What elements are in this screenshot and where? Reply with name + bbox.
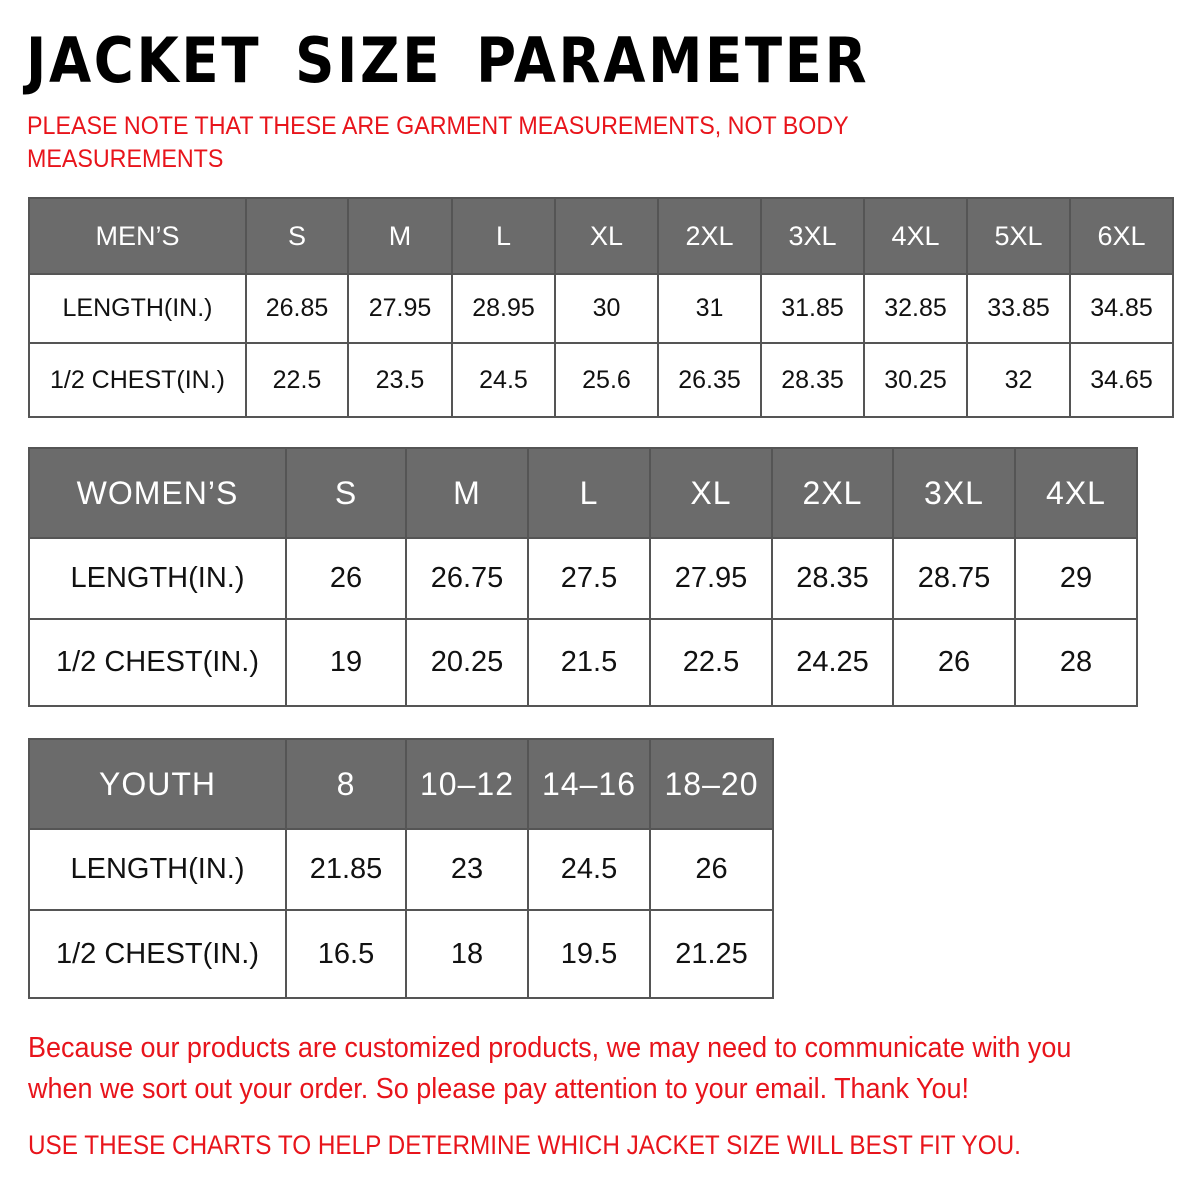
table-cell: 28 — [1014, 618, 1138, 707]
table-cell: 24.25 — [771, 618, 894, 707]
table-cell: 26 — [285, 537, 407, 620]
table-cell: 27.5 — [527, 537, 651, 620]
size-header: M — [347, 197, 453, 275]
size-header: 2XL — [771, 447, 894, 539]
table-cell: 22.5 — [649, 618, 773, 707]
row-label: 1/2 CHEST(IN.) — [28, 909, 287, 999]
size-header: M — [405, 447, 529, 539]
table-cell: 28.35 — [771, 537, 894, 620]
table-cell: 21.5 — [527, 618, 651, 707]
table-cell: 32.85 — [863, 273, 968, 344]
table-row: LENGTH(IN.) 26.85 27.95 28.95 30 31 31.85 32.85… — [28, 273, 1174, 344]
size-header: S — [245, 197, 349, 275]
size-header: 10–12 — [405, 738, 529, 830]
table-row: LENGTH(IN.) 26 26.75 27.5 27.95 28.35 28.75 29 — [28, 537, 1138, 620]
table-cell: 34.85 — [1069, 273, 1174, 344]
size-header: 3XL — [892, 447, 1016, 539]
row-label: LENGTH(IN.) — [28, 828, 287, 911]
size-header: 3XL — [760, 197, 865, 275]
size-header: L — [451, 197, 556, 275]
table-cell: 29 — [1014, 537, 1138, 620]
table-cell: 27.95 — [347, 273, 453, 344]
table-row: LENGTH(IN.) 21.85 23 24.5 26 — [28, 828, 774, 911]
size-header: XL — [649, 447, 773, 539]
table-cell: 28.95 — [451, 273, 556, 344]
table-cell: 21.25 — [649, 909, 774, 999]
customization-note: Because our products are customized prod… — [28, 1032, 1072, 1105]
table-cell: 23 — [405, 828, 529, 911]
row-label: 1/2 CHEST(IN.) — [28, 618, 287, 707]
size-header: 4XL — [863, 197, 968, 275]
size-header: XL — [554, 197, 659, 275]
row-label: 1/2 CHEST(IN.) — [28, 342, 247, 418]
size-header: L — [527, 447, 651, 539]
table-cell: 26.35 — [657, 342, 762, 418]
row-label: LENGTH(IN.) — [28, 273, 247, 344]
table-cell: 26.85 — [245, 273, 349, 344]
table-cell: 24.5 — [527, 828, 651, 911]
size-header: 4XL — [1014, 447, 1138, 539]
size-header: 2XL — [657, 197, 762, 275]
footer-note: USE THESE CHARTS TO HELP DETERMINE WHICH… — [28, 1130, 1021, 1160]
table-cell: 31.85 — [760, 273, 865, 344]
table-cell: 24.5 — [451, 342, 556, 418]
mens-size-table: MEN’S S M L XL 2XL 3XL 4XL 5XL 6XL LENGTH(IN.) 26.8… — [28, 197, 1174, 418]
table-row: 1/2 CHEST(IN.) 19 20.25 21.5 22.5 24.25 26 28 — [28, 618, 1138, 707]
table-cell: 26.75 — [405, 537, 529, 620]
size-header: 18–20 — [649, 738, 774, 830]
table-cell: 32 — [966, 342, 1071, 418]
table-cell: 28.35 — [760, 342, 865, 418]
table-cell: 19 — [285, 618, 407, 707]
table-cell: 30.25 — [863, 342, 968, 418]
table-cell: 20.25 — [405, 618, 529, 707]
table-cell: 25.6 — [554, 342, 659, 418]
table-cell: 21.85 — [285, 828, 407, 911]
table-row: 1/2 CHEST(IN.) 22.5 23.5 24.5 25.6 26.35 28.35… — [28, 342, 1174, 418]
category-header: WOMEN’S — [28, 447, 287, 539]
table-cell: 19.5 — [527, 909, 651, 999]
table-row: 1/2 CHEST(IN.) 16.5 18 19.5 21.25 — [28, 909, 774, 999]
category-header: MEN’S — [28, 197, 247, 275]
table-cell: 33.85 — [966, 273, 1071, 344]
table-cell: 23.5 — [347, 342, 453, 418]
table-cell: 22.5 — [245, 342, 349, 418]
table-cell: 34.65 — [1069, 342, 1174, 418]
size-header: 14–16 — [527, 738, 651, 830]
page-title: JACKET SIZE PARAMETER — [26, 24, 870, 97]
table-cell: 28.75 — [892, 537, 1016, 620]
table-cell: 27.95 — [649, 537, 773, 620]
category-header: YOUTH — [28, 738, 287, 830]
womens-size-table: WOMEN’S S M L XL 2XL 3XL 4XL LENGTH(IN.) 26 26.75 2… — [28, 447, 1138, 707]
size-header: 5XL — [966, 197, 1071, 275]
size-header: 6XL — [1069, 197, 1174, 275]
table-header-row: WOMEN’S S M L XL 2XL 3XL 4XL — [28, 447, 1138, 539]
size-header: S — [285, 447, 407, 539]
table-header-row: MEN’S S M L XL 2XL 3XL 4XL 5XL 6XL — [28, 197, 1174, 275]
row-label: LENGTH(IN.) — [28, 537, 287, 620]
table-header-row: YOUTH 8 10–12 14–16 18–20 — [28, 738, 774, 830]
youth-size-table: YOUTH 8 10–12 14–16 18–20 LENGTH(IN.) 21.85 23 2… — [28, 738, 774, 999]
table-cell: 31 — [657, 273, 762, 344]
size-header: 8 — [285, 738, 407, 830]
table-cell: 26 — [649, 828, 774, 911]
table-cell: 16.5 — [285, 909, 407, 999]
measurement-notice: PLEASE NOTE THAT THESE ARE GARMENT MEASU… — [27, 112, 849, 173]
table-cell: 18 — [405, 909, 529, 999]
table-cell: 30 — [554, 273, 659, 344]
table-cell: 26 — [892, 618, 1016, 707]
